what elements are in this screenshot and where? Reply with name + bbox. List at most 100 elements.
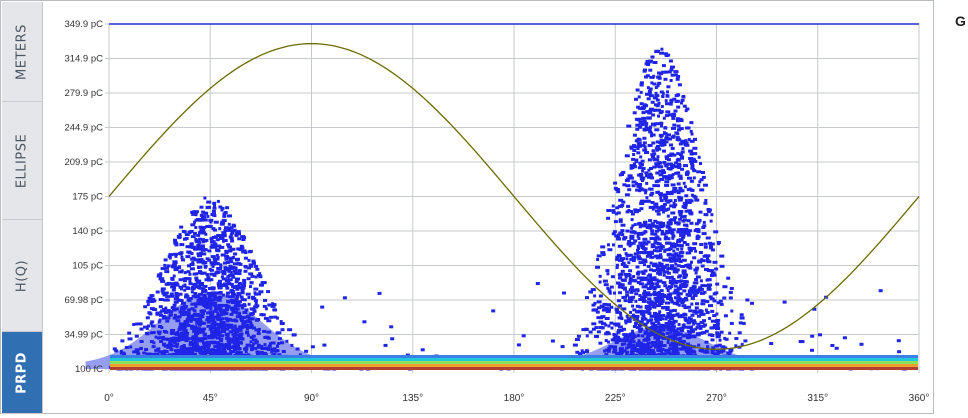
- scatter-point: [658, 165, 664, 169]
- tab-hq[interactable]: H(Q): [2, 220, 42, 332]
- scatter-point: [127, 337, 133, 341]
- scatter-point: [207, 258, 212, 262]
- scatter-point: [655, 164, 659, 168]
- scatter-point: [250, 312, 254, 315]
- scatter-point: [691, 330, 695, 334]
- scatter-point: [236, 301, 241, 305]
- scatter-point: [241, 337, 245, 341]
- scatter-point: [184, 293, 189, 297]
- scatter-point: [209, 316, 213, 320]
- scatter-point: [158, 298, 164, 301]
- scatter-point: [177, 333, 181, 336]
- scatter-point: [700, 299, 706, 303]
- scatter-point: [666, 90, 669, 94]
- scatter-point: [181, 348, 186, 352]
- scatter-point: [175, 296, 180, 300]
- scatter-point: [251, 317, 255, 321]
- scatter-point: [227, 222, 231, 226]
- scatter-point: [673, 198, 677, 202]
- scatter-point: [207, 319, 212, 323]
- scatter-point: [199, 244, 205, 248]
- scatter-point: [674, 262, 678, 266]
- scatter-point: [222, 270, 227, 273]
- scatter-point: [701, 226, 706, 229]
- scatter-point: [649, 349, 655, 352]
- tab-ellipse[interactable]: ELLIPSE: [2, 102, 42, 220]
- scatter-point: [657, 264, 662, 268]
- scatter-point: [660, 229, 664, 233]
- scatter-point: [659, 196, 663, 200]
- scatter-point: [208, 301, 212, 305]
- scatter-point: [676, 124, 681, 128]
- scatter-point: [673, 313, 677, 317]
- scatter-point: [677, 295, 681, 299]
- scatter-point: [201, 252, 207, 256]
- scatter-point: [224, 332, 230, 336]
- scatter-point: [710, 271, 716, 275]
- scatter-point: [639, 276, 645, 280]
- scatter-point: [225, 284, 229, 288]
- scatter-point: [274, 349, 279, 353]
- scatter-point: [678, 244, 684, 248]
- scatter-point: [896, 339, 901, 343]
- scatter-point: [650, 321, 656, 325]
- scatter-point: [661, 298, 665, 302]
- scatter-point: [258, 272, 262, 276]
- scatter-point: [666, 53, 671, 57]
- scatter-point: [207, 249, 212, 253]
- scatter-point: [657, 322, 661, 326]
- scatter-point: [230, 292, 236, 296]
- scatter-point: [582, 351, 586, 355]
- scatter-point: [668, 102, 673, 106]
- scatter-point: [656, 212, 661, 216]
- scatter-point: [136, 352, 141, 356]
- scatter-point: [240, 286, 246, 290]
- scatter-point: [652, 328, 657, 332]
- tab-meters[interactable]: METERS: [2, 2, 42, 102]
- scatter-point: [652, 165, 657, 169]
- scatter-point: [183, 237, 187, 241]
- scatter-point: [627, 174, 633, 178]
- scatter-point: [647, 175, 651, 179]
- scatter-point: [652, 96, 658, 100]
- scatter-point: [703, 245, 708, 249]
- scatter-point: [259, 313, 264, 317]
- scatter-point: [254, 340, 259, 344]
- scatter-point: [224, 279, 230, 283]
- scatter-point: [676, 93, 680, 97]
- scatter-point: [211, 298, 216, 302]
- scatter-point: [645, 226, 650, 229]
- x-tick-label: 90°: [304, 393, 319, 404]
- scatter-point: [169, 343, 174, 347]
- scatter-point: [651, 141, 656, 145]
- scatter-point: [181, 327, 186, 331]
- scatter-point: [169, 348, 174, 352]
- scatter-point: [659, 110, 664, 114]
- scatter-point: [625, 293, 630, 297]
- scatter-point: [588, 330, 593, 334]
- scatter-point: [618, 304, 623, 308]
- scatter-point: [236, 304, 242, 308]
- scatter-point: [221, 351, 227, 355]
- scatter-point: [689, 179, 694, 183]
- scatter-point: [201, 229, 206, 232]
- scatter-point: [167, 343, 171, 347]
- scatter-point: [672, 153, 677, 157]
- scatter-point: [237, 269, 242, 273]
- scatter-point: [698, 324, 702, 328]
- scatter-point: [674, 221, 678, 225]
- scatter-point: [666, 267, 671, 271]
- scatter-point: [658, 255, 663, 259]
- scatter-point: [647, 223, 653, 227]
- tab-prpd[interactable]: PRPD: [2, 332, 42, 414]
- scatter-point: [178, 233, 182, 237]
- scatter-point: [696, 170, 702, 174]
- scatter-point: [689, 129, 693, 133]
- scatter-point: [651, 113, 656, 117]
- scatter-point: [239, 317, 244, 321]
- scatter-point: [655, 265, 660, 269]
- scatter-point: [139, 347, 143, 351]
- scatter-point: [215, 238, 220, 242]
- scatter-point: [205, 225, 210, 228]
- scatter-point: [223, 327, 226, 331]
